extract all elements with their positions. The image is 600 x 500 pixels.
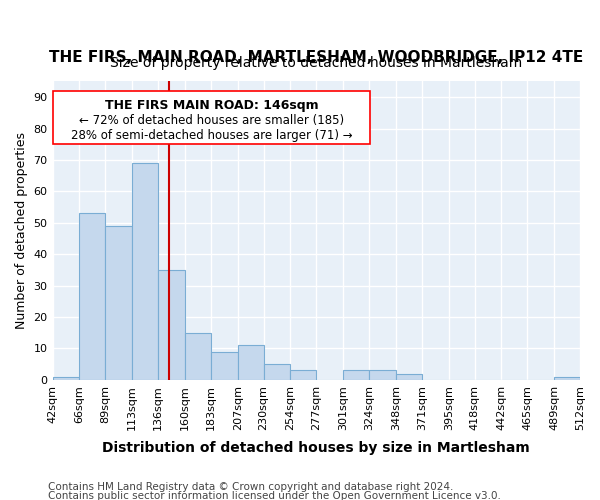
Bar [79,214,105,380]
Bar [343,370,369,380]
Text: Contains public sector information licensed under the Open Government Licence v3: Contains public sector information licen… [48,491,501,500]
Bar [238,346,263,380]
Text: Size of property relative to detached houses in Martlesham: Size of property relative to detached ho… [110,56,523,70]
Bar [158,270,185,380]
Bar [290,370,316,380]
Bar [396,374,422,380]
Bar [53,377,79,380]
Text: ← 72% of detached houses are smaller (185): ← 72% of detached houses are smaller (18… [79,114,344,128]
Bar [369,370,396,380]
Text: THE FIRS MAIN ROAD: 146sqm: THE FIRS MAIN ROAD: 146sqm [104,98,318,112]
Bar [263,364,290,380]
Y-axis label: Number of detached properties: Number of detached properties [15,132,28,329]
X-axis label: Distribution of detached houses by size in Martlesham: Distribution of detached houses by size … [103,441,530,455]
Bar [185,333,211,380]
Text: Contains HM Land Registry data © Crown copyright and database right 2024.: Contains HM Land Registry data © Crown c… [48,482,454,492]
Bar [554,377,580,380]
Bar [132,163,158,380]
Title: THE FIRS, MAIN ROAD, MARTLESHAM, WOODBRIDGE, IP12 4TE: THE FIRS, MAIN ROAD, MARTLESHAM, WOODBRI… [49,50,583,65]
Text: 28% of semi-detached houses are larger (71) →: 28% of semi-detached houses are larger (… [71,128,352,141]
FancyBboxPatch shape [53,91,370,144]
Bar [105,226,132,380]
Bar [211,352,238,380]
